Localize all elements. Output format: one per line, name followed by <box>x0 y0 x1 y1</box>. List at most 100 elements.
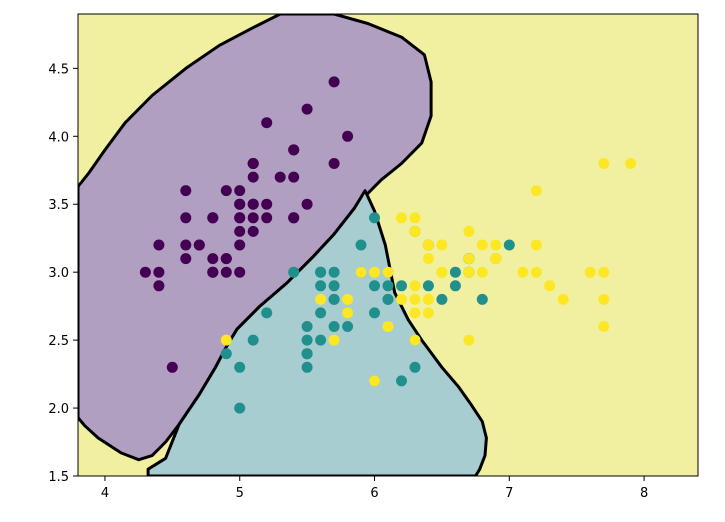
class-1-point <box>315 280 327 292</box>
class-1-point <box>301 348 313 360</box>
class-0-point <box>261 212 273 224</box>
class-1-point <box>396 280 407 292</box>
class-1-point <box>328 280 340 292</box>
class-2-point <box>530 185 542 197</box>
class-0-point <box>288 171 300 183</box>
y-tick-label: 1.5 <box>48 470 69 485</box>
x-tick-label: 4 <box>101 486 109 501</box>
class-0-point <box>301 103 313 115</box>
class-0-point <box>166 361 178 373</box>
class-2-point <box>557 293 569 305</box>
class-0-point <box>328 76 340 88</box>
class-1-point <box>449 266 461 278</box>
class-2-point <box>598 158 610 169</box>
x-tick-label: 7 <box>505 486 513 501</box>
class-1-point <box>382 293 394 305</box>
x-tick-label: 8 <box>640 486 648 501</box>
class-2-point <box>598 321 610 332</box>
class-0-point <box>342 130 354 142</box>
class-2-point <box>476 266 488 278</box>
class-1-point <box>503 239 515 251</box>
class-1-point <box>234 402 246 414</box>
class-1-point <box>288 266 300 278</box>
class-1-point <box>328 321 340 332</box>
class-0-point <box>234 198 246 210</box>
data-points <box>139 76 637 414</box>
class-1-point <box>409 361 421 373</box>
class-1-point <box>261 307 273 319</box>
class-2-point <box>369 266 380 278</box>
plot-frame <box>77 13 699 477</box>
class-2-point <box>409 307 421 319</box>
class-2-point <box>422 253 434 265</box>
class-2-point <box>315 293 327 305</box>
class-2-point <box>409 293 421 305</box>
class-0-point <box>234 239 246 251</box>
class-0-point <box>220 253 232 265</box>
y-tick-label: 4.0 <box>48 130 69 145</box>
class-1-point <box>476 293 488 305</box>
y-tick-label: 3.5 <box>48 198 69 213</box>
class-2-point <box>409 225 421 237</box>
class-0-point <box>153 239 165 251</box>
class-0-point <box>207 253 219 265</box>
class-0-point <box>180 253 192 265</box>
class-0-point <box>180 239 192 251</box>
class-0-point <box>274 171 286 183</box>
plot-area <box>78 14 698 476</box>
class-0-point <box>180 212 192 224</box>
class-1-point <box>449 280 461 292</box>
class-1-point <box>220 348 232 360</box>
class-0-point <box>261 198 273 210</box>
class-1-point <box>247 334 259 346</box>
class-2-point <box>490 253 502 265</box>
class-2-point <box>463 225 475 237</box>
class-0-point <box>139 266 151 278</box>
class-2-point <box>625 158 637 169</box>
class-1-point <box>315 334 327 346</box>
class-0-point <box>234 225 246 237</box>
class-0-point <box>234 212 246 224</box>
class-1-point <box>355 239 367 251</box>
class-1-point <box>301 334 313 346</box>
class-0-point <box>153 266 165 278</box>
class-0-point <box>328 158 340 169</box>
class-0-point <box>180 185 192 197</box>
class-2-point <box>584 266 596 278</box>
class-0-point <box>247 225 259 237</box>
class-2-point <box>382 321 394 332</box>
class-2-point <box>598 293 610 305</box>
class-1-point <box>369 280 380 292</box>
x-tick-label: 6 <box>370 486 378 501</box>
class-2-point <box>463 253 475 265</box>
class-2-point <box>328 334 340 346</box>
y-tick-label: 3.0 <box>48 266 69 281</box>
class-2-point <box>396 293 407 305</box>
class-1-point <box>342 321 354 332</box>
class-2-point <box>476 239 488 251</box>
class-2-point <box>530 266 542 278</box>
class-0-point <box>234 266 246 278</box>
class-1-point <box>328 293 340 305</box>
class-2-point <box>342 307 354 319</box>
class-2-point <box>342 293 354 305</box>
x-tick-label: 5 <box>236 486 244 501</box>
class-0-point <box>301 198 313 210</box>
decision-regions <box>78 14 488 476</box>
class-1-point <box>301 321 313 332</box>
class-0-point <box>247 212 259 224</box>
y-tick-label: 4.5 <box>48 62 69 77</box>
class-0-point <box>207 266 219 278</box>
class-0-point <box>153 280 165 292</box>
class-0-point <box>247 171 259 183</box>
y-axis: 1.5 2.0 2.5 3.0 3.5 4.0 4.5 <box>48 62 78 485</box>
class-0-point <box>234 185 246 197</box>
class-1-point <box>301 361 313 373</box>
class-1-point <box>328 266 340 278</box>
class-1-point <box>315 307 327 319</box>
class-0-point <box>220 266 232 278</box>
y-tick-label: 2.0 <box>48 402 69 417</box>
class-2-point <box>422 293 434 305</box>
class-2-point <box>409 280 421 292</box>
class-0-point <box>261 117 273 129</box>
